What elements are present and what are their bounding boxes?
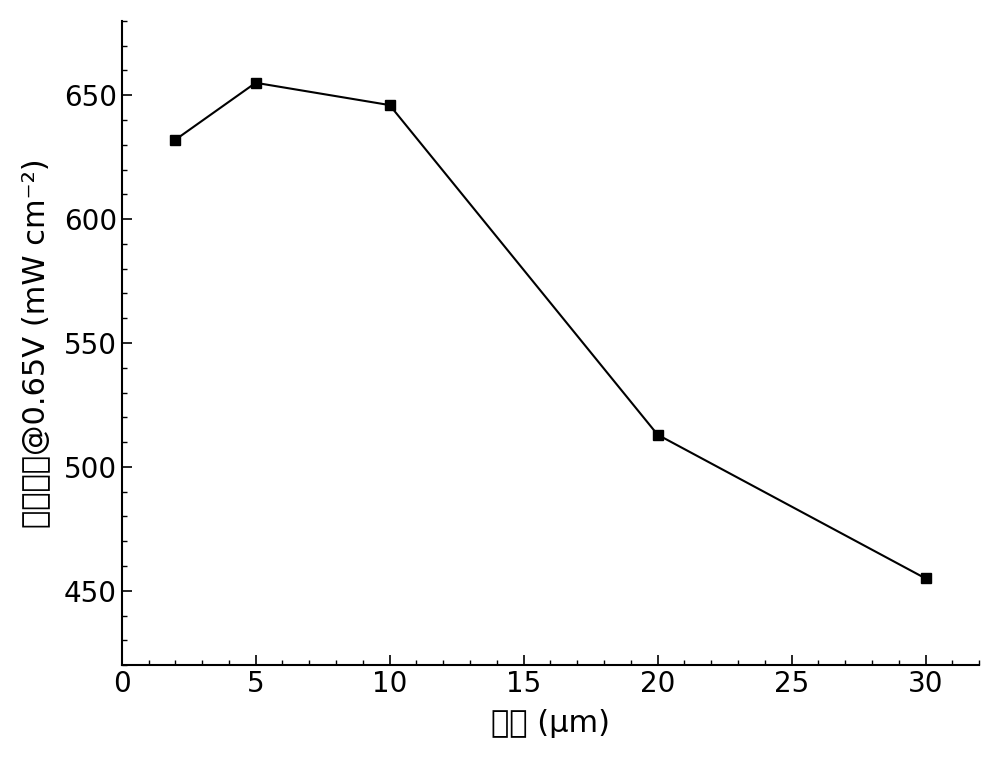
X-axis label: 厘度 (μm): 厘度 (μm) [491, 709, 610, 739]
Y-axis label: 功率密度@0.65V (mW cm⁻²): 功率密度@0.65V (mW cm⁻²) [21, 158, 50, 528]
